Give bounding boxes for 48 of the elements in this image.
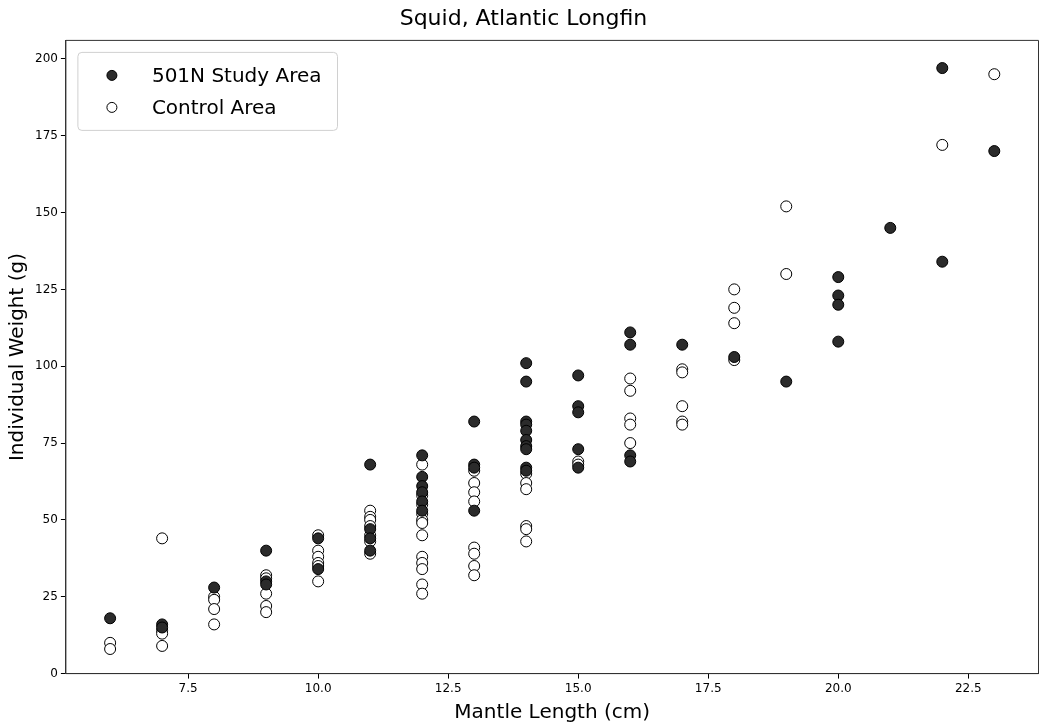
point bbox=[312, 563, 325, 576]
chart-title: Squid, Atlantic Longfin bbox=[399, 4, 648, 30]
point bbox=[832, 298, 845, 311]
x-axis-title: Mantle Length (cm) bbox=[454, 699, 651, 724]
point bbox=[468, 415, 481, 428]
y-tick-label: 175 bbox=[35, 127, 58, 142]
x-tick-label: 10.0 bbox=[304, 680, 332, 695]
y-tick-label: 75 bbox=[42, 435, 58, 450]
point bbox=[936, 255, 949, 268]
point bbox=[520, 357, 533, 370]
x-tick-label: 12.5 bbox=[434, 680, 462, 695]
point bbox=[884, 221, 897, 234]
point bbox=[104, 612, 117, 625]
point bbox=[624, 326, 637, 339]
point bbox=[832, 271, 845, 284]
point bbox=[676, 338, 689, 351]
point bbox=[572, 369, 585, 382]
point bbox=[780, 375, 793, 388]
legend-label: 501N Study Area bbox=[151, 62, 322, 87]
point bbox=[572, 406, 585, 419]
point bbox=[208, 581, 221, 594]
x-tick-label: 17.5 bbox=[694, 680, 722, 695]
point bbox=[936, 62, 949, 75]
x-tick-label: 7.5 bbox=[178, 680, 198, 695]
point bbox=[520, 424, 533, 437]
y-tick-label: 100 bbox=[35, 358, 58, 373]
point bbox=[468, 504, 481, 517]
y-tick-label: 200 bbox=[35, 50, 58, 65]
point bbox=[260, 544, 273, 557]
legend-label: Control Area bbox=[151, 94, 277, 119]
point bbox=[624, 455, 637, 468]
x-tick-label: 15.0 bbox=[564, 680, 592, 695]
point bbox=[832, 335, 845, 348]
point bbox=[728, 351, 741, 363]
y-tick-label: 50 bbox=[42, 512, 58, 527]
point bbox=[520, 375, 533, 388]
x-tick-label: 22.5 bbox=[954, 680, 982, 695]
y-tick-label: 0 bbox=[50, 665, 58, 680]
x-tick-label: 20.0 bbox=[824, 680, 852, 695]
y-tick-label: 150 bbox=[35, 204, 58, 219]
point bbox=[624, 338, 637, 351]
point bbox=[416, 449, 429, 462]
point bbox=[572, 443, 585, 456]
point bbox=[364, 458, 377, 471]
y-tick-label: 25 bbox=[42, 588, 58, 603]
y-axis-title: Individual Weight (g) bbox=[4, 252, 29, 462]
point bbox=[988, 145, 1001, 158]
y-tick-label: 125 bbox=[35, 281, 58, 296]
